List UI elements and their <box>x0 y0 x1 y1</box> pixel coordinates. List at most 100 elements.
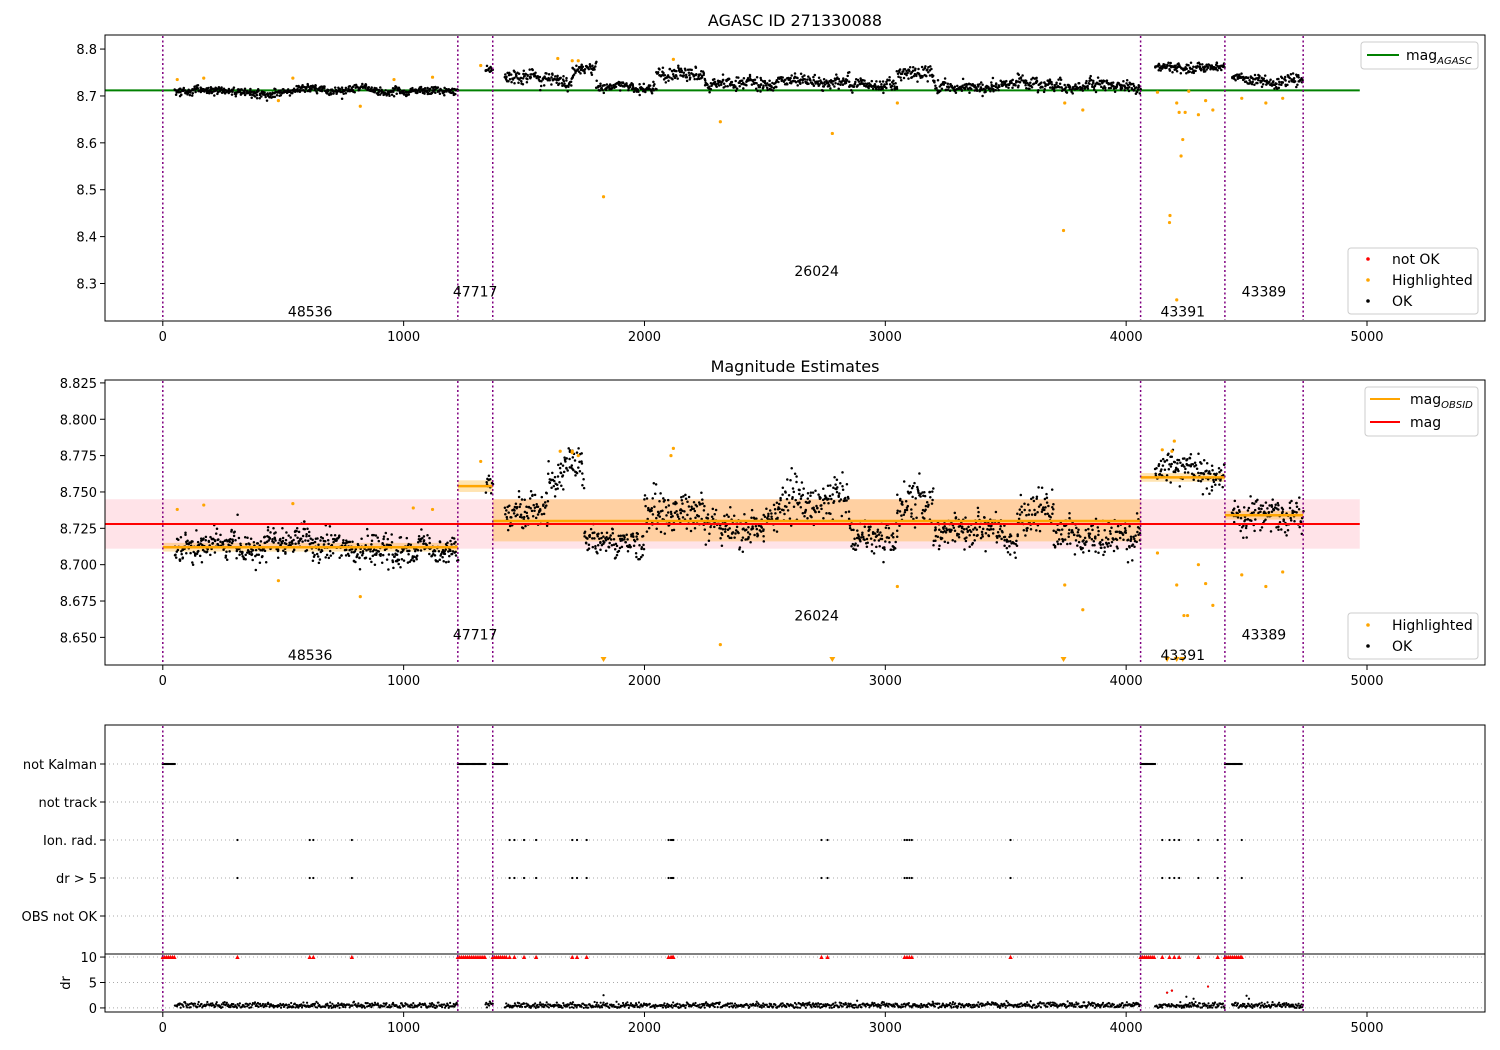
agasc-ok-point <box>567 85 570 89</box>
mag-ok-point <box>593 531 596 534</box>
mag-ok-point <box>940 536 944 540</box>
dr-point <box>545 1001 548 1004</box>
mag-ok-point <box>533 509 536 513</box>
agasc-ok-point <box>188 93 192 97</box>
mag-ok-point <box>850 528 853 532</box>
mag-ok-point <box>1191 462 1195 466</box>
dr-point <box>196 1005 199 1009</box>
mag-ok-point <box>763 515 767 518</box>
mag-ok-point <box>176 548 180 552</box>
agasc-ok-point <box>738 85 741 88</box>
mag-ok-point <box>1295 501 1298 505</box>
agasc-ok-point <box>664 81 668 84</box>
agasc-ok-point <box>1014 84 1017 87</box>
dr-point <box>282 1003 285 1006</box>
mag-ok-point <box>779 496 782 500</box>
mag-ok-point <box>951 538 954 542</box>
agasc-ok-point <box>1101 87 1105 90</box>
mag-ok-point <box>571 456 575 459</box>
mag-ok-point <box>809 494 812 498</box>
mag-ok-point <box>387 568 390 571</box>
agasc-ok-point <box>989 90 992 93</box>
mag-ok-point <box>563 456 566 459</box>
mag-ok-point <box>1035 529 1038 532</box>
dr-point <box>409 1006 412 1009</box>
mag-ok-point <box>267 539 270 542</box>
mag-ok-point <box>1127 538 1130 541</box>
agasc-ok-point <box>1100 85 1103 89</box>
mag-ok-point <box>887 526 891 530</box>
mag-ok-point <box>773 508 777 511</box>
agasc-ok-point <box>1098 83 1102 86</box>
mag-ok-point <box>924 508 927 511</box>
mag-ok-point <box>653 505 656 508</box>
mag-ok-point <box>873 532 877 535</box>
mag-ok-point <box>860 536 863 539</box>
agasc-highlighted-point <box>1240 96 1244 100</box>
agasc-highlighted-point <box>1177 110 1181 114</box>
mag-ok-point <box>269 531 272 534</box>
mag-ok-point <box>825 496 828 499</box>
agasc-ok-point <box>548 78 551 82</box>
agasc-ok-point <box>770 86 773 89</box>
dr-gt5-point <box>1178 876 1181 880</box>
dr-point <box>329 1001 332 1004</box>
agasc-ok-point <box>1024 79 1028 83</box>
agasc-ok-point <box>566 90 569 93</box>
dr-gt5-point <box>308 876 311 880</box>
agasc-ok-point <box>174 93 178 96</box>
agasc-ok-point <box>524 72 527 76</box>
mag-ok-point <box>454 554 458 557</box>
dr-point <box>562 1002 565 1005</box>
agasc-ok-point <box>379 86 382 89</box>
mag-ok-point <box>580 452 583 455</box>
mag-ok-point <box>1061 540 1065 543</box>
mag-ok-point <box>514 502 518 506</box>
mag-ok-point <box>609 538 613 541</box>
mag-ok-point <box>633 539 637 543</box>
mag-ok-point <box>918 472 921 475</box>
agasc-ok-point <box>946 82 950 85</box>
mag-ok-point <box>408 549 411 553</box>
mag-ok-point <box>193 552 197 555</box>
mag-ok-point <box>1233 499 1237 503</box>
agasc-ok-point <box>434 91 437 95</box>
mag-ok-point <box>1219 469 1223 472</box>
mag-ok-point <box>1034 512 1037 516</box>
agasc-ok-point <box>522 69 526 73</box>
mag-ok-point <box>1252 511 1255 514</box>
mag-ok-point <box>289 544 292 547</box>
mag-ok-point <box>258 561 262 564</box>
dr-point <box>399 1006 402 1009</box>
dr-point <box>534 1002 537 1005</box>
mag-ok-point <box>729 506 732 509</box>
mag-ok-point <box>1242 524 1245 527</box>
agasc-ok-point <box>695 72 698 76</box>
agasc-ok-point <box>1265 79 1269 82</box>
mag-ok-point <box>1090 538 1094 541</box>
mag-ok-point <box>996 530 1000 534</box>
mag-ok-point <box>892 535 895 539</box>
mag-ok-point <box>454 550 457 554</box>
agasc-ok-point <box>1136 88 1140 91</box>
dr-point <box>300 1006 304 1009</box>
mag-ok-point <box>250 552 254 556</box>
mag-xtick-label: 3000 <box>869 674 902 689</box>
agasc-highlighted-point <box>1063 101 1067 105</box>
mag-ok-point <box>1076 544 1079 547</box>
dr-point <box>238 1002 241 1005</box>
dr-gt5-point <box>1197 876 1200 880</box>
mag-ok-point <box>591 545 595 549</box>
agasc-ok-point <box>841 83 845 86</box>
agasc-ok-point <box>734 85 737 89</box>
ion-rad-point <box>826 838 829 842</box>
mag-highlighted-point <box>576 454 580 458</box>
agasc-ok-point <box>682 74 686 77</box>
mag-ok-point <box>1108 530 1112 533</box>
agasc-ok-point <box>250 96 253 100</box>
mag-ok-point <box>725 513 729 516</box>
mag-ok-point <box>1174 468 1177 472</box>
mag-ok-point <box>906 504 910 508</box>
mag-ok-point <box>206 548 209 551</box>
dr-gt5-point <box>575 876 579 880</box>
